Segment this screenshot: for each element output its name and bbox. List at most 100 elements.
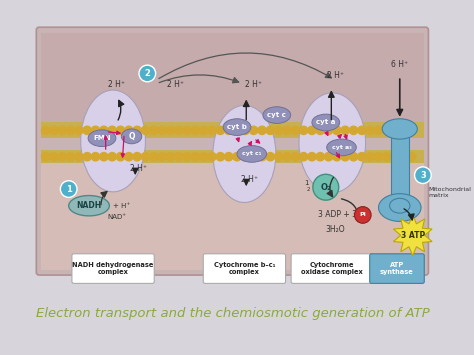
Ellipse shape: [237, 146, 266, 162]
Circle shape: [391, 153, 399, 161]
Circle shape: [391, 126, 399, 135]
Ellipse shape: [263, 107, 291, 124]
Text: cyt b: cyt b: [227, 124, 247, 130]
Text: 2 H⁺: 2 H⁺: [240, 175, 257, 184]
Circle shape: [308, 153, 316, 161]
Circle shape: [366, 153, 374, 161]
Circle shape: [216, 153, 225, 161]
Circle shape: [266, 126, 274, 135]
Text: Cytochrome
oxidase complex: Cytochrome oxidase complex: [301, 262, 363, 275]
Circle shape: [183, 126, 191, 135]
Circle shape: [308, 126, 316, 135]
Circle shape: [116, 153, 125, 161]
Circle shape: [216, 126, 225, 135]
Circle shape: [108, 126, 116, 135]
Circle shape: [313, 174, 339, 200]
Circle shape: [191, 153, 200, 161]
Circle shape: [174, 153, 183, 161]
FancyBboxPatch shape: [72, 254, 154, 283]
Text: 3 ADP + 3: 3 ADP + 3: [319, 211, 357, 219]
Text: 1: 1: [305, 180, 309, 186]
Circle shape: [383, 126, 391, 135]
FancyBboxPatch shape: [291, 254, 374, 283]
Circle shape: [83, 126, 91, 135]
Bar: [391, 132, 409, 206]
Circle shape: [200, 126, 208, 135]
Text: + H⁺: + H⁺: [113, 203, 130, 209]
Circle shape: [108, 153, 116, 161]
Circle shape: [341, 126, 349, 135]
Circle shape: [158, 153, 166, 161]
Text: 2 H⁺: 2 H⁺: [166, 80, 183, 89]
Circle shape: [399, 153, 408, 161]
Circle shape: [200, 153, 208, 161]
FancyBboxPatch shape: [203, 254, 285, 283]
Bar: [41, 33, 424, 122]
Circle shape: [233, 126, 241, 135]
Circle shape: [166, 126, 174, 135]
Circle shape: [408, 126, 416, 135]
Ellipse shape: [81, 90, 146, 192]
Circle shape: [225, 153, 233, 161]
Circle shape: [366, 126, 374, 135]
Ellipse shape: [382, 119, 417, 139]
Circle shape: [258, 126, 266, 135]
Circle shape: [125, 153, 133, 161]
Text: 2 H⁺: 2 H⁺: [129, 164, 146, 173]
Circle shape: [141, 153, 150, 161]
Text: 2 H⁺: 2 H⁺: [245, 80, 262, 89]
Circle shape: [249, 153, 258, 161]
Circle shape: [374, 153, 383, 161]
Circle shape: [91, 126, 100, 135]
Circle shape: [100, 126, 108, 135]
Circle shape: [208, 126, 216, 135]
Circle shape: [291, 153, 300, 161]
Circle shape: [233, 153, 241, 161]
Circle shape: [158, 126, 166, 135]
FancyBboxPatch shape: [370, 254, 424, 283]
Text: Mitochondrial
matrix: Mitochondrial matrix: [428, 187, 471, 198]
Circle shape: [50, 153, 58, 161]
Circle shape: [374, 126, 383, 135]
Circle shape: [333, 126, 341, 135]
Text: 2: 2: [307, 187, 310, 192]
Ellipse shape: [213, 105, 276, 202]
Circle shape: [241, 126, 249, 135]
Ellipse shape: [69, 196, 109, 216]
Circle shape: [208, 153, 216, 161]
Circle shape: [258, 153, 266, 161]
Circle shape: [324, 126, 333, 135]
Circle shape: [324, 153, 333, 161]
Ellipse shape: [223, 119, 251, 135]
Text: 2 H⁺: 2 H⁺: [327, 71, 344, 80]
Text: Pi: Pi: [359, 212, 366, 218]
Circle shape: [133, 153, 141, 161]
Bar: [41, 163, 424, 269]
Circle shape: [383, 153, 391, 161]
Circle shape: [139, 65, 155, 82]
Circle shape: [100, 153, 108, 161]
Circle shape: [333, 153, 341, 161]
Text: Q: Q: [128, 132, 135, 141]
Text: Cytochrome b–c₁
complex: Cytochrome b–c₁ complex: [214, 262, 275, 275]
Circle shape: [183, 153, 191, 161]
Ellipse shape: [121, 129, 142, 144]
Circle shape: [349, 126, 358, 135]
Ellipse shape: [327, 139, 356, 156]
Circle shape: [358, 126, 366, 135]
Text: 3: 3: [420, 171, 426, 180]
Circle shape: [249, 126, 258, 135]
Circle shape: [41, 153, 50, 161]
Ellipse shape: [88, 130, 116, 147]
Circle shape: [316, 153, 324, 161]
Circle shape: [150, 153, 158, 161]
Text: 6 H⁺: 6 H⁺: [391, 60, 408, 69]
Circle shape: [125, 126, 133, 135]
Circle shape: [166, 153, 174, 161]
Text: 3 ATP: 3 ATP: [401, 231, 425, 240]
Circle shape: [300, 126, 308, 135]
Circle shape: [66, 153, 75, 161]
Circle shape: [41, 126, 50, 135]
Text: cyt c: cyt c: [267, 112, 286, 118]
Circle shape: [241, 153, 249, 161]
